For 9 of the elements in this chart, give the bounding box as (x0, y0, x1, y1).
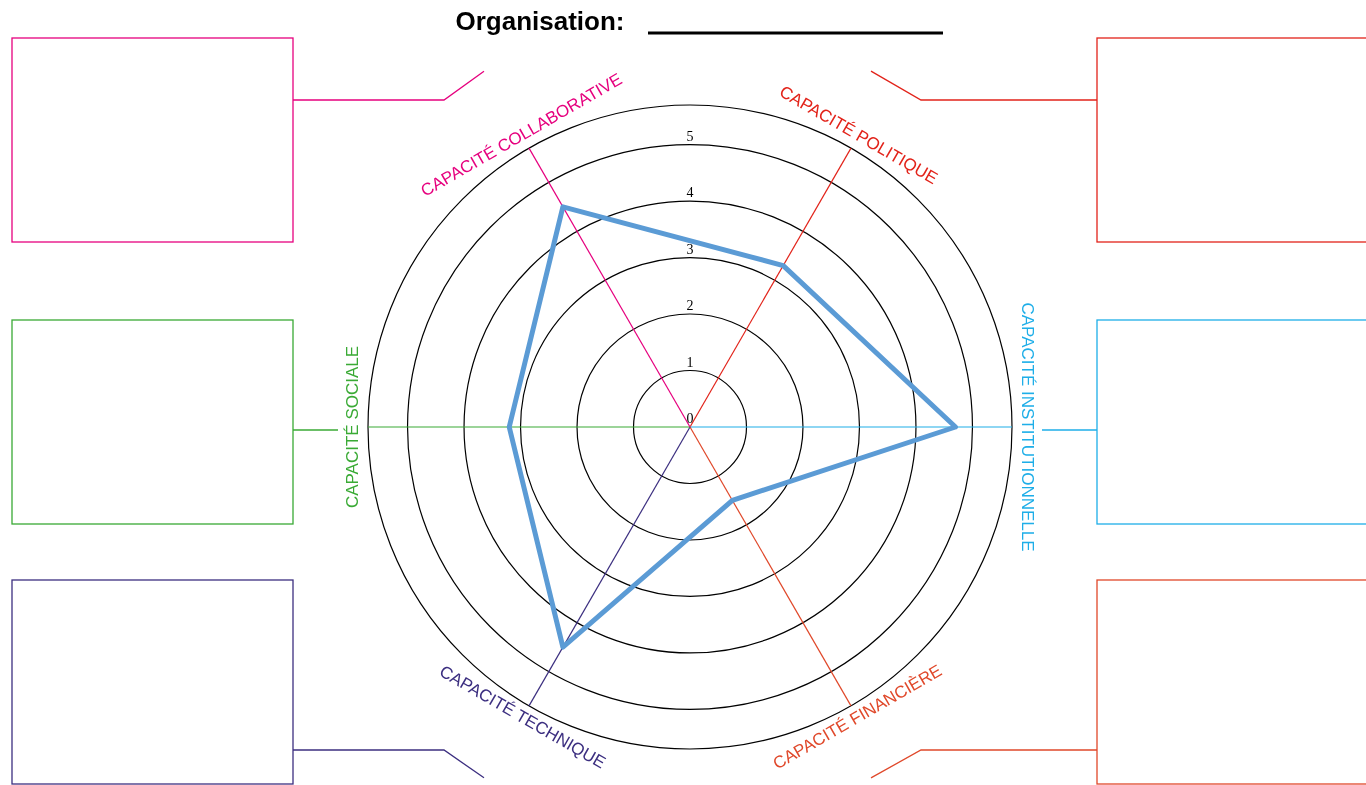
y-tick-label: 4 (686, 185, 694, 201)
y-tick-label: 3 (686, 241, 694, 257)
spoke-label: CAPACITÉ SOCIALE (343, 345, 363, 509)
y-tick-label: 1 (686, 354, 694, 370)
y-tick-label: 5 (686, 128, 694, 144)
y-tick-label: 2 (686, 298, 694, 314)
spoke-label: CAPACITÉ INSTITUTIONNELLE (1017, 302, 1037, 552)
chart-title: Organisation: (455, 6, 625, 36)
y-tick-label: 0 (686, 411, 694, 426)
